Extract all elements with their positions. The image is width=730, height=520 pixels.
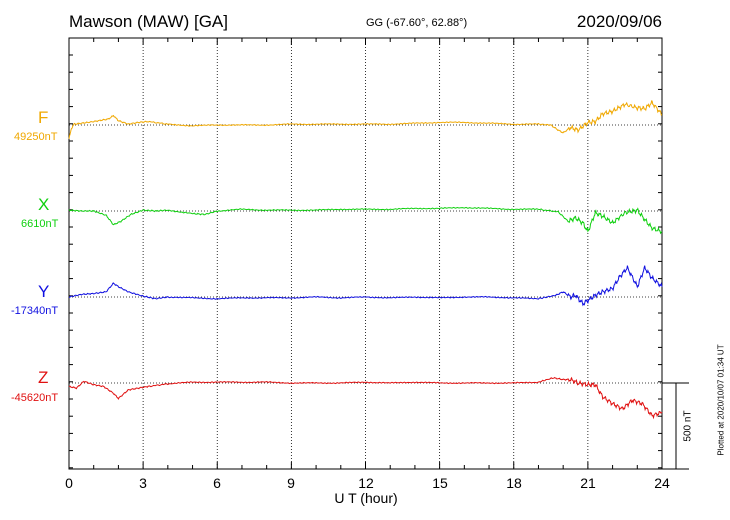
series-line-x [68, 206, 663, 235]
component-label-z: Z [38, 368, 49, 387]
x-tick-label: 15 [432, 475, 448, 491]
component-label-f: F [38, 108, 49, 127]
date-label: 2020/09/06 [576, 12, 662, 31]
x-tick-label: 12 [358, 475, 374, 491]
geographic-coords: GG (-67.60°, 62.88°) [366, 17, 468, 29]
baseline-label-z: -45620nT [11, 392, 59, 404]
x-tick-label: 9 [287, 475, 295, 491]
baseline-label-f: 49250nT [14, 131, 58, 143]
x-tick-label: 0 [65, 475, 73, 491]
baseline-label-y: -17340nT [11, 305, 59, 317]
scale-bar [662, 382, 689, 470]
x-tick-label: 6 [213, 475, 221, 491]
component-label-y: Y [38, 282, 50, 301]
component-label-x: X [38, 195, 50, 214]
x-axis-label: U T (hour) [334, 490, 398, 506]
x-tick-label: 3 [139, 475, 147, 491]
x-tick-label: 18 [506, 475, 522, 491]
baseline-label-x: 6610nT [21, 218, 59, 230]
series-line-z [68, 376, 663, 420]
series-line-f [68, 100, 663, 139]
x-tick-label: 24 [654, 475, 670, 491]
series-line-y [69, 265, 663, 307]
x-tick-label: 21 [580, 475, 596, 491]
station-title: Mawson (MAW) [GA] [69, 12, 228, 31]
